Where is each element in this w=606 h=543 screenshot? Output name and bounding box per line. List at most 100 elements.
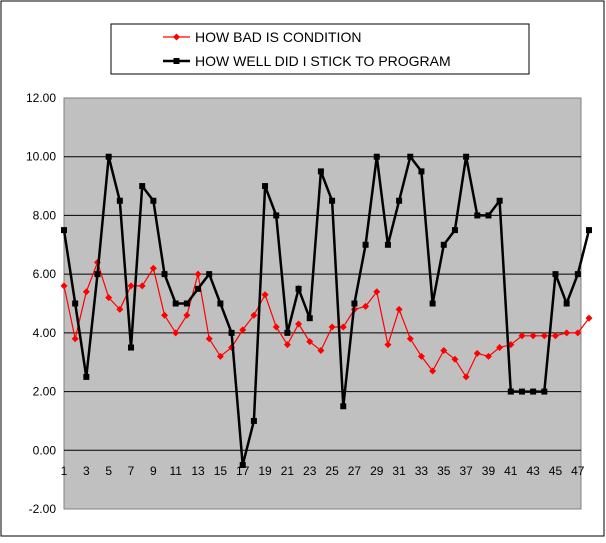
data-point [105,153,112,160]
data-point [262,183,269,190]
x-tick-label: 31 [392,464,406,478]
data-point [484,352,492,360]
data-point [127,282,135,290]
data-point [61,227,67,234]
data-point [82,288,90,296]
data-point [206,271,213,278]
x-tick-label: 9 [150,464,157,478]
data-point [529,332,537,340]
data-point [496,197,503,204]
data-point [128,344,135,351]
series-layer [60,153,593,468]
data-point [362,302,370,310]
data-point [283,341,291,349]
data-point [373,288,381,296]
data-point [396,197,403,204]
data-point [194,270,202,278]
y-tick-label: 10.00 [26,150,56,164]
legend-label: HOW BAD IS CONDITION [195,29,361,45]
data-point [317,346,325,354]
y-tick-label: 0.00 [33,443,57,457]
data-point [161,271,168,278]
data-point [485,212,492,219]
x-tick-label: 19 [258,464,272,478]
data-point [273,212,280,219]
data-point [585,314,593,322]
data-point [306,315,313,322]
data-point [250,311,258,319]
data-point [138,282,146,290]
x-tick-label: 7 [128,464,135,478]
data-point [150,197,157,204]
x-tick-label: 25 [325,464,339,478]
data-point [339,323,347,331]
data-point [328,323,336,331]
legend-marker [173,33,180,41]
x-tick-label: 29 [370,464,384,478]
data-point [518,388,525,395]
data-point [384,341,392,349]
x-tick-label: 35 [437,464,451,478]
data-point [83,373,90,380]
data-point [195,285,202,292]
data-point [183,300,190,307]
data-point [551,332,559,340]
data-point [139,183,146,190]
data-point [440,346,448,354]
data-point [295,320,303,328]
data-point [429,300,436,307]
legend-items: HOW BAD IS CONDITION HOW WELL DID I STICK… [163,29,451,69]
data-point [540,332,548,340]
data-point [116,305,124,313]
data-point [429,367,437,375]
data-point [563,329,571,337]
data-point [272,323,280,331]
data-point [530,388,537,395]
legend-marker [173,58,180,64]
y-tick-label: 4.00 [33,326,57,340]
data-point [116,197,123,204]
data-point [463,153,470,160]
data-point [105,294,113,302]
data-point [451,355,459,363]
x-tick-label: 47 [571,464,585,478]
data-point [507,388,514,395]
y-tick-label: 6.00 [33,267,57,281]
data-point [474,212,481,219]
data-point [563,300,570,307]
x-tick-label: 15 [214,464,228,478]
x-tick-label: 41 [504,464,518,478]
x-tick-label: 13 [191,464,205,478]
data-point [451,227,458,234]
data-point [295,285,302,292]
x-tick-label: 1 [61,464,68,478]
data-point [417,352,425,360]
data-point [585,227,592,234]
x-tick-label: 45 [549,464,563,478]
data-point [574,329,582,337]
x-tick-label: 27 [348,464,362,478]
data-point [60,282,68,290]
data-point [205,335,213,343]
data-point [329,197,336,204]
legend-label: HOW WELL DID I STICK TO PROGRAM [195,53,451,69]
y-tick-label: 8.00 [33,208,57,222]
data-point [250,417,257,424]
data-point [395,305,403,313]
data-point [284,329,291,336]
data-point [239,326,247,334]
data-point [351,300,358,307]
x-tick-label: 39 [482,464,496,478]
data-point [149,264,157,272]
data-point [216,352,224,360]
x-tick-label: 21 [281,464,295,478]
data-point [228,329,235,336]
data-point [574,271,581,278]
data-point [541,388,548,395]
data-point [317,168,324,175]
legend-box [110,23,530,75]
data-point [172,329,180,337]
y-tick-label: 12.00 [26,91,56,105]
